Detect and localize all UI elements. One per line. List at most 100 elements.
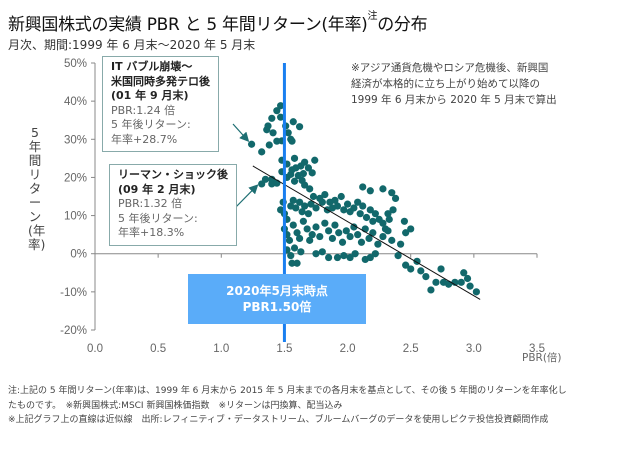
data-point [342,227,350,235]
data-point [346,253,354,262]
data-point [472,288,480,296]
callout-date: 2020年5月末時点 [226,284,328,298]
x-tick-label: 2.0 [340,343,356,355]
data-point [289,196,297,204]
data-point [422,273,430,281]
data-point [354,231,362,239]
footnotes: 注:上記の 5 年間リターン(年率)は、1999 年 6 月末から 2015 年… [8,384,567,428]
data-point [301,181,309,189]
data-point [288,137,296,145]
data-point [277,102,285,110]
data-point [307,200,315,208]
data-point [311,156,319,164]
data-point [290,154,299,162]
annotation-return-value: 年率+18.3% [118,226,185,239]
data-point [460,269,468,277]
data-point [371,210,379,218]
data-point [273,107,281,115]
title-footnote-marker: 注 [367,11,378,22]
data-point [306,236,314,244]
data-point [389,206,397,214]
data-point [261,175,270,183]
data-point [295,198,304,206]
data-point [268,114,276,122]
data-point [292,164,300,172]
data-point [366,253,374,262]
data-point [407,225,415,233]
data-point [356,210,364,218]
data-point [285,236,294,244]
data-point [437,265,445,273]
data-point [295,234,304,243]
data-point [340,252,348,260]
data-point [303,225,311,233]
period-note-line: ※アジア通貨危機やロシア危機後、新興国 [351,62,549,74]
data-point [394,252,402,260]
current-pbr-callout: 2020年5月末時点 PBR1.50倍 [188,274,366,324]
x-tick-label: 3.0 [466,343,482,355]
data-point [308,169,316,177]
data-point [295,123,304,131]
data-point [304,164,313,172]
data-point [284,129,292,137]
y-axis-label: 5年間リターン(年率) [28,125,46,252]
data-point [321,219,329,227]
data-point [457,278,465,286]
data-point [359,183,367,191]
title-main: 新興国株式の実績 PBR と 5 年間リターン(年率) [8,15,368,35]
data-point [293,229,301,237]
data-point [294,171,302,180]
data-point [325,227,333,235]
annotation-title: IT バブル崩壊～ [111,60,193,73]
y-tick-label: 40% [64,96,87,108]
data-point [362,213,371,222]
data-point [445,280,453,288]
annotation-return-label: 5 年後リターン: [118,211,198,225]
scatter-points [247,102,480,296]
data-point [466,282,474,290]
period-note-line: 経済が本格的に立ち上がり始めて以降の [351,78,540,90]
data-point [402,261,410,269]
trend-line [252,165,481,300]
data-point [333,253,342,262]
data-point [366,206,374,214]
data-point [400,217,408,225]
data-point [379,219,387,227]
x-tick-label: 1.5 [276,343,292,355]
data-point [312,250,320,258]
annotation-date: (01 年 9 月末) [111,89,189,102]
data-point [290,177,299,185]
data-point [350,204,358,212]
data-point [287,252,295,260]
annotation-date: (09 年 2 月末) [118,182,196,196]
data-point [287,170,295,178]
data-point [298,208,306,216]
data-point [354,198,362,206]
data-point [432,278,440,286]
x-tick-label: 2.5 [403,343,419,355]
axes: 50% 40% 30% 20% 10% 0% -10% -20%0.0 0.5 1.0 1.5 2.0… [60,58,545,355]
data-point [369,217,377,225]
data-point [299,217,307,225]
data-point [304,210,313,218]
data-point [388,236,396,244]
data-point [288,259,296,267]
annotation-it-bubble: IT バブル崩壊～ 米国同時多発テロ後 (01 年 9 月末) PBR:1.24… [102,56,219,152]
data-point [318,248,326,256]
data-point [371,250,379,258]
title-suffix: の分布 [377,15,428,35]
data-point [463,274,472,283]
data-point [289,118,297,126]
data-point [316,232,324,241]
data-point [335,229,343,237]
data-point [258,148,266,156]
data-point [289,221,297,229]
data-point [325,253,333,262]
data-point [331,221,339,229]
data-point [343,200,352,208]
data-point [402,229,410,237]
y-tick-label: -10% [60,287,87,299]
data-point [379,185,387,193]
chart-subtitle: 月次、期間:1999 年 6 月末～2020 年 5 月末 [8,38,256,52]
footnote-line: たものです。 ※新興国株式:MSCI 新興国株価指数 ※リターンは円換算、配当込… [8,400,343,411]
